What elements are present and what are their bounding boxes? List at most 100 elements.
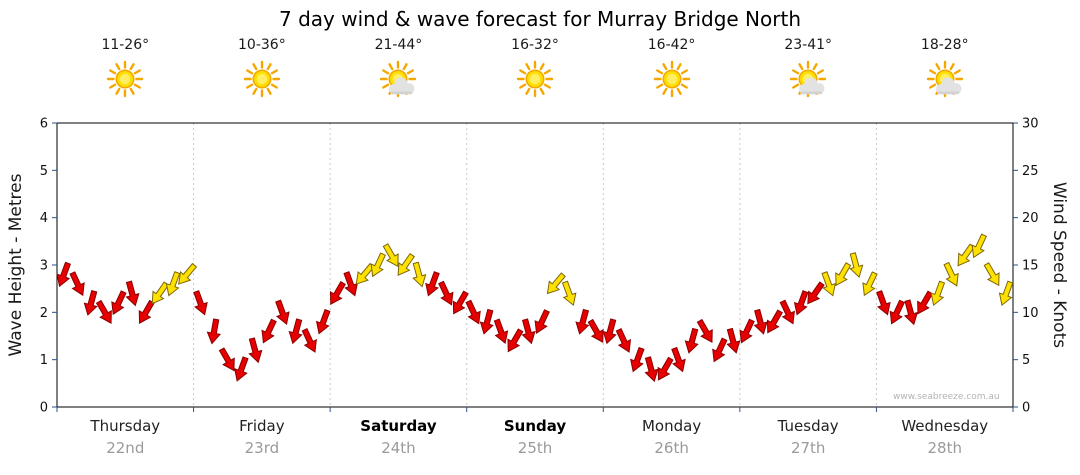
day-temp-range: 10-36° [238,37,286,53]
day-date: 27th [790,439,826,457]
wind-arrow [983,262,1000,287]
day-label: Wednesday 28th [876,417,1013,457]
day-temp-range: 16-32° [511,37,559,53]
left-axis-tick-label: 0 [40,401,48,416]
wind-arrow [862,271,878,297]
wind-arrow [930,280,946,307]
plot-frame [56,122,1014,408]
wind-arrow [561,280,577,307]
wind-arrow [234,356,249,382]
partly-cloudy-icon [375,56,421,104]
day-temp-range: 21-44° [374,37,423,53]
wind-arrow [56,261,71,288]
partly-cloudy-glyph [789,60,827,98]
wind-arrow [753,308,768,335]
day-header: 23-41° [740,37,877,104]
wind-arrow [83,290,98,316]
wind-arrow [301,328,317,353]
left-axis-tick-label: 6 [40,117,48,132]
wind-arrow [193,290,208,316]
wind-arrow [534,309,550,334]
wind-arrow [261,318,277,344]
wind-arrow [835,262,852,287]
right-axis-tick-label: 20 [1022,211,1039,226]
wind-arrow [766,309,783,334]
wind-arrow [69,271,85,297]
day-label: Friday 23rd [194,417,331,457]
day-name: Friday [239,417,285,435]
sunny-icon [512,56,558,104]
wind-arrow [397,252,416,277]
wind-arrow [288,318,303,345]
right-axis-tick-label: 5 [1022,353,1030,368]
partly-cloudy-glyph [926,60,963,98]
day-date: 26th [654,439,689,457]
wind-arrow [521,318,536,345]
day-label: Monday 26th [603,417,740,457]
right-axis-tick-label: 0 [1022,401,1030,416]
wind-arrow [125,280,140,307]
day-date: 23rd [244,439,280,457]
day-header: 11-26° [57,37,194,104]
wind-arrow [779,299,795,325]
day-header: 21-44° [330,37,467,104]
wind-arrow [370,252,386,278]
wind-arrow [206,318,222,345]
wind-arrow [657,356,674,381]
day-header: 16-42° [603,37,740,104]
wind-arrow [412,261,427,288]
sunny-glyph [107,60,144,98]
wind-arrow [178,262,198,285]
right-axis-tick-label: 30 [1022,117,1039,132]
right-axis-tick-label: 25 [1022,164,1039,179]
wind-arrow [248,337,263,364]
day-label: Thursday 22nd [57,417,194,457]
wind-arrow [615,328,632,353]
wind-arrow [998,280,1014,307]
watermark: www.seabreeze.com.au [893,392,1000,402]
wind-arrow [218,347,235,372]
sunny-glyph [653,60,690,98]
wind-arrow [329,281,346,306]
day-name: Thursday [90,417,161,435]
wind-arrow [712,337,728,363]
day-label: Sunday 25th [467,417,604,457]
day-date: 24th [381,439,416,457]
wind-arrow [684,327,699,354]
sunny-glyph [516,60,554,98]
wind-arrow [479,308,494,335]
wind-arrow [465,299,481,325]
day-temp-range: 11-26° [101,37,150,53]
left-axis-tick-label: 3 [40,259,48,274]
left-axis-tick-label: 2 [40,306,48,321]
sunny-glyph [243,60,281,98]
wind-arrow [575,308,590,335]
day-headers: 11-26° 10-36° 21-44° 16-32° 16-42° 23-41° 18-2… [57,37,1013,104]
wind-arrow [696,318,713,343]
day-date: 28th [927,439,962,457]
wind-arrow [630,346,645,373]
day-name: Saturday [360,417,437,435]
wind-arrow [507,328,524,353]
day-date: 25th [517,439,553,457]
wind-arrow [111,290,127,316]
wind-arrow [315,308,331,335]
wind-arrow [971,233,987,259]
page-title: 7 day wind & wave forecast for Murray Br… [279,7,801,31]
sunny-icon [102,56,148,104]
day-labels: Thursday 22nd Friday 23rd Saturday 24th Sunday… [57,417,1013,457]
day-temp-range: 18-28° [920,37,969,53]
day-label: Saturday 24th [330,417,467,457]
wind-arrow [807,281,825,305]
left-axis-tick-label: 5 [40,164,48,179]
wind-arrow [95,299,112,324]
wind-arrow [793,290,809,316]
wind-arrow [876,290,891,316]
sunny-icon [239,56,285,104]
wind-arrow [425,271,440,297]
day-date: 22nd [106,439,145,457]
wind-arrow [165,271,181,297]
wind-arrow [452,290,469,315]
day-temp-range: 23-41° [784,37,833,53]
